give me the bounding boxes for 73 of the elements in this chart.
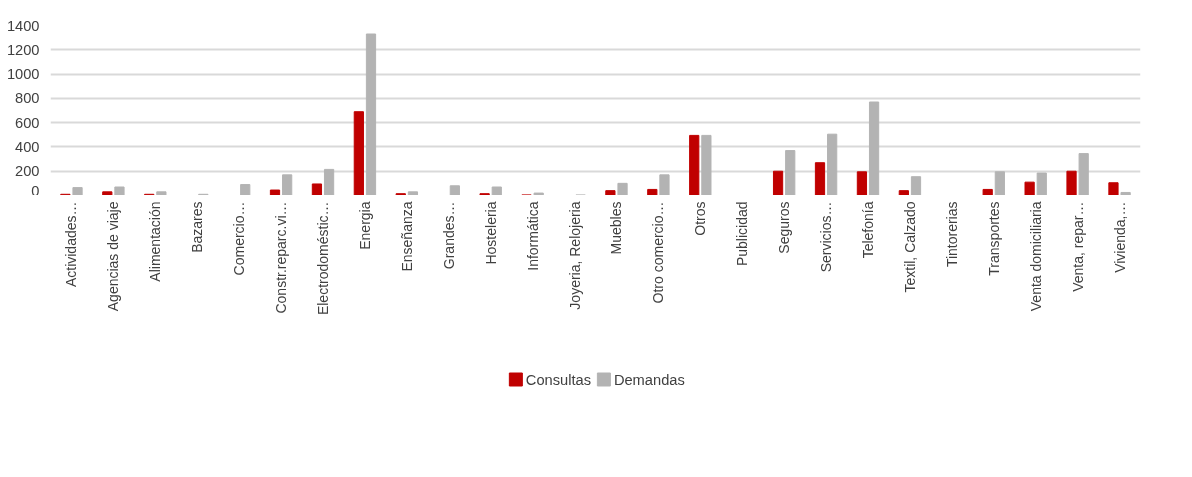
x-tick-label: Textil, Calzado [901,201,918,293]
bar [323,168,335,195]
bar [647,188,658,195]
x-tick-label: Comercio… [231,201,248,276]
bar [269,189,281,195]
bar [982,188,993,195]
x-tick-label: Enseñanza [398,201,415,272]
bar [449,185,460,195]
bar [240,184,251,195]
x-tick-label: Venta domiciliaria [1027,201,1044,312]
bar [407,191,419,195]
y-tick-label: 200 [15,163,40,180]
x-tick-label: Telefonía [860,201,876,259]
bar [772,170,784,195]
bar [353,111,364,195]
bar [533,192,544,195]
legend-label: Consultas [525,371,592,388]
x-tick-label: Informática [524,201,541,271]
x-tick-label: Alimentación [147,201,164,282]
x-tick-label: Energia [356,201,373,250]
x-tick-label: Otros [692,201,709,236]
legend-label: Demandas [613,371,685,388]
bar [701,134,712,195]
bar [994,171,1005,195]
bar [491,186,502,195]
y-tick-label: 400 [15,138,40,155]
bar [1120,191,1131,195]
bar [102,191,113,195]
bar [1066,170,1077,195]
bar [617,182,628,195]
bar [156,191,167,195]
bar [785,150,796,195]
bar [659,174,670,195]
x-tick-label: Joyeria, Relojeria [566,201,583,310]
x-tick-label: Constr.reparc.vi… [273,201,290,314]
x-tick-label: Vivienda,… [1111,201,1128,273]
bar [114,186,125,195]
y-tick-label: 0 [31,182,40,199]
x-tick-label: Muebles [608,201,625,255]
bar [282,174,293,195]
bar [1108,182,1119,195]
bar [365,33,377,195]
x-tick-label: Agencias de viaje [105,201,122,312]
x-tick-label: Grandes… [440,201,457,270]
bar [72,187,83,195]
y-tick-label: 1400 [6,17,40,34]
bar [910,176,922,195]
bar [689,134,700,195]
x-tick-label: Tintorerias [943,201,960,268]
x-tick-label: Hosteleria [482,201,499,265]
x-tick-label: Transportes [985,201,1002,276]
bar [856,171,868,195]
x-tick-label: Servicios… [818,201,835,273]
bar [605,190,616,195]
x-tick-label: Publicidad [734,201,751,267]
bar [827,133,838,195]
bar [1036,172,1047,195]
bar [1024,181,1035,195]
bar [898,190,909,195]
x-tick-label: Otro comercio… [650,201,667,304]
y-tick-label: 1200 [6,41,40,58]
bar [868,101,880,195]
x-tick-label: Electrodoméstic… [315,201,331,316]
x-tick-label: Venta, repar… [1069,201,1086,292]
y-tick-label: 600 [15,114,40,131]
bar [311,183,323,195]
bar [1078,153,1089,195]
x-tick-label: Actividades… [63,201,80,288]
x-tick-label: Seguros [776,201,793,254]
y-tick-label: 800 [15,90,40,107]
y-tick-label: 1000 [6,66,40,83]
bar [814,162,826,195]
x-tick-label: Bazares [189,201,206,253]
